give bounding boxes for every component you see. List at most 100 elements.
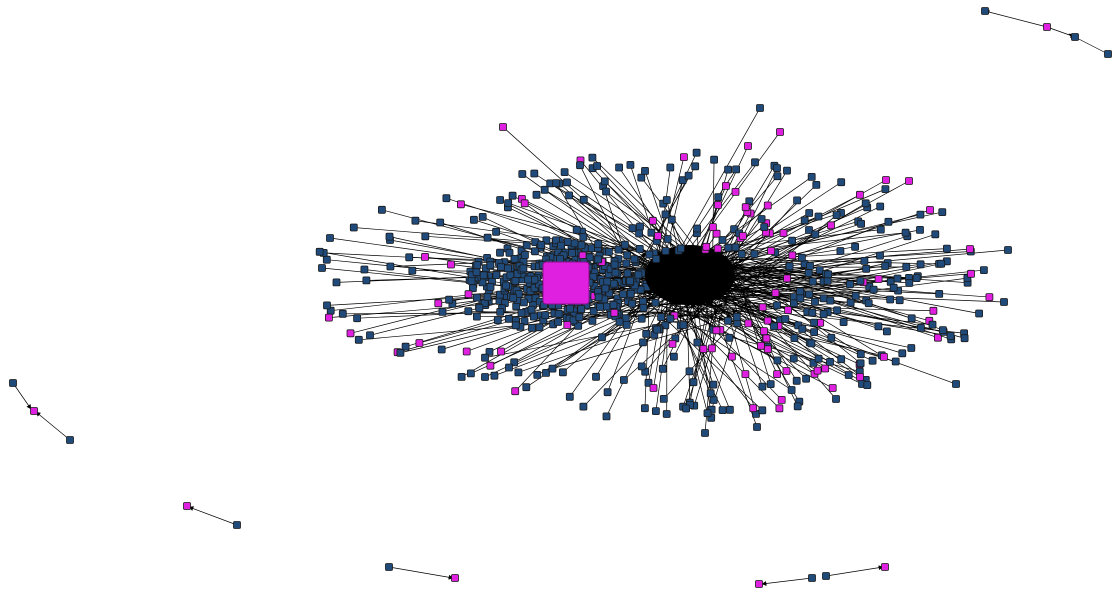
blue-node: [360, 265, 369, 274]
blue-node: [483, 233, 492, 242]
blue-node: [548, 364, 557, 373]
blue-node: [535, 323, 544, 332]
blue-node: [732, 165, 740, 174]
blue-node: [572, 225, 581, 234]
blue-node: [827, 333, 836, 342]
blue-node: [522, 241, 531, 250]
chain-edge: [984, 9, 1048, 28]
blue-node: [770, 322, 778, 331]
blue-node: [805, 290, 814, 299]
blue-node: [732, 312, 741, 321]
magenta-node: [784, 306, 792, 315]
blue-node: [731, 243, 740, 252]
blue-node: [332, 278, 341, 287]
blue-node: [917, 323, 925, 332]
blue-node: [532, 190, 541, 199]
blue-node: [751, 158, 759, 167]
blue-node: [457, 372, 466, 381]
blue-node: [726, 405, 734, 414]
blue-node: [886, 295, 895, 304]
blue-node: [760, 223, 769, 232]
blue-node: [537, 241, 546, 250]
blue-node: [362, 276, 371, 285]
blue-node: [518, 170, 527, 178]
blue-node: [907, 344, 916, 352]
blue-node: [773, 356, 782, 365]
blue-node: [472, 268, 481, 277]
blue-node: [666, 163, 675, 172]
magenta-node: [755, 580, 763, 588]
blue-node: [806, 262, 814, 270]
blue-node: [557, 241, 565, 250]
cluster-edge: [644, 289, 653, 409]
blue-node: [496, 307, 505, 316]
magenta-node: [713, 244, 722, 253]
blue-node: [520, 298, 528, 307]
blue-node: [647, 228, 656, 237]
magenta-node: [782, 367, 791, 375]
blue-node: [876, 202, 885, 211]
blue-node: [505, 363, 513, 372]
chain-edge: [35, 411, 71, 441]
blue-node: [445, 295, 454, 304]
magenta-node: [763, 316, 772, 325]
magenta-node: [456, 200, 465, 209]
blue-node: [492, 227, 501, 236]
blue-node: [808, 277, 817, 286]
blue-node: [785, 262, 794, 271]
blue-node: [621, 240, 629, 249]
blue-node: [851, 291, 860, 300]
blue-node: [511, 321, 520, 330]
blue-node: [636, 222, 644, 231]
blue-node: [692, 148, 701, 157]
magenta-node: [709, 223, 717, 232]
blue-node: [931, 230, 940, 239]
blue-node: [814, 212, 823, 221]
magenta-node: [497, 347, 505, 356]
blue-node: [824, 270, 833, 279]
blue-node: [528, 323, 536, 332]
blue-node: [684, 171, 693, 180]
blue-node: [937, 259, 946, 268]
blue-node: [637, 173, 646, 182]
cluster-edge: [708, 258, 930, 322]
blue-node: [788, 236, 796, 245]
blue-node: [642, 329, 651, 338]
blue-node: [565, 392, 574, 401]
blue-node: [737, 250, 746, 259]
blue-node: [585, 253, 594, 262]
blue-node: [798, 325, 807, 333]
magenta-node: [486, 361, 495, 370]
magenta-node: [1043, 23, 1051, 31]
blue-node: [338, 309, 347, 318]
blue-node: [556, 254, 564, 263]
blue-node: [793, 402, 802, 411]
blue-node: [789, 354, 798, 363]
blue-node: [645, 250, 654, 259]
blue-node: [401, 342, 410, 351]
blue-node: [874, 322, 883, 331]
blue-node: [943, 244, 951, 253]
blue-node: [807, 172, 816, 181]
dense-edge-core: [645, 245, 735, 305]
blue-node: [510, 254, 519, 263]
magenta-node: [346, 329, 355, 338]
blue-node: [492, 271, 501, 280]
spoke-edge: [681, 284, 957, 385]
magenta-node: [762, 334, 771, 343]
blue-node: [466, 369, 475, 378]
blue-node: [916, 225, 924, 234]
magenta-node: [776, 128, 784, 136]
blue-node: [891, 357, 900, 366]
blue-node: [628, 299, 636, 308]
blue-node: [366, 331, 374, 340]
blue-node: [753, 423, 761, 431]
cluster-edge: [663, 317, 740, 400]
blue-node: [682, 404, 690, 413]
blue-node: [472, 293, 481, 302]
blue-node: [826, 296, 835, 305]
cluster-edge: [319, 251, 716, 320]
blue-node: [856, 350, 865, 359]
blue-node: [622, 259, 631, 268]
blue-node: [637, 314, 646, 323]
